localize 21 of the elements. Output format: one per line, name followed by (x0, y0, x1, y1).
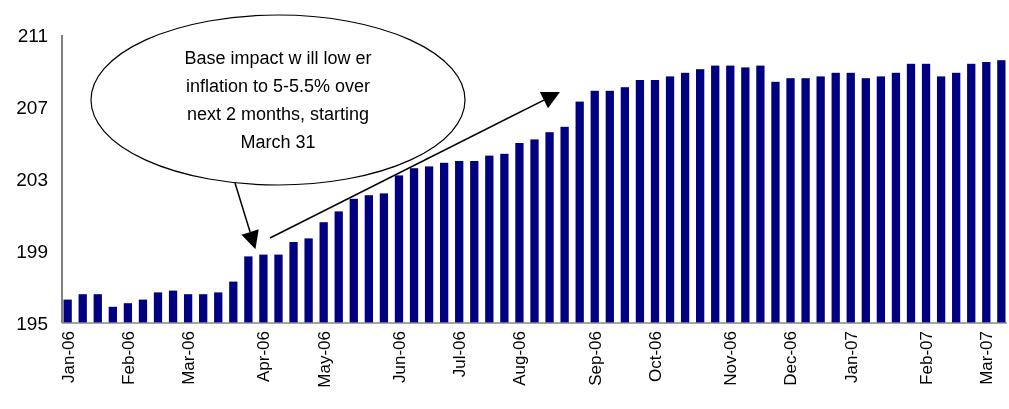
x-tick-label: Sep-06 (585, 331, 605, 386)
x-tick-label: Oct-06 (645, 331, 665, 383)
x-tick-label: Jul-06 (450, 331, 470, 378)
x-tick-label: Nov-06 (721, 331, 741, 386)
x-tick-label: Feb-07 (917, 331, 936, 385)
x-tick-label: Apr-06 (254, 331, 274, 383)
y-tick-label: 195 (16, 312, 48, 334)
x-tick-label: May-06 (314, 331, 334, 388)
annotation: Base impact w ill low er inflation to 5-5.5% over next 2 months, starting March 31 (184, 48, 372, 153)
x-tick-label: Jun-06 (389, 331, 409, 383)
y-tick-label: 211 (17, 24, 48, 46)
x-tick-label: Aug-06 (510, 331, 530, 386)
y-tick-label: 203 (16, 168, 48, 190)
x-tick-label: Dec-06 (781, 331, 801, 386)
x-tick-label: Jan-07 (841, 331, 861, 383)
y-tick-label: 207 (16, 96, 48, 118)
x-tick-label: Mar-07 (977, 331, 997, 385)
y-tick-label: 199 (16, 240, 48, 262)
x-tick-label: Feb-06 (118, 331, 138, 385)
x-tick-label: Jan-06 (58, 331, 78, 383)
x-tick-label: Mar-06 (179, 331, 199, 385)
